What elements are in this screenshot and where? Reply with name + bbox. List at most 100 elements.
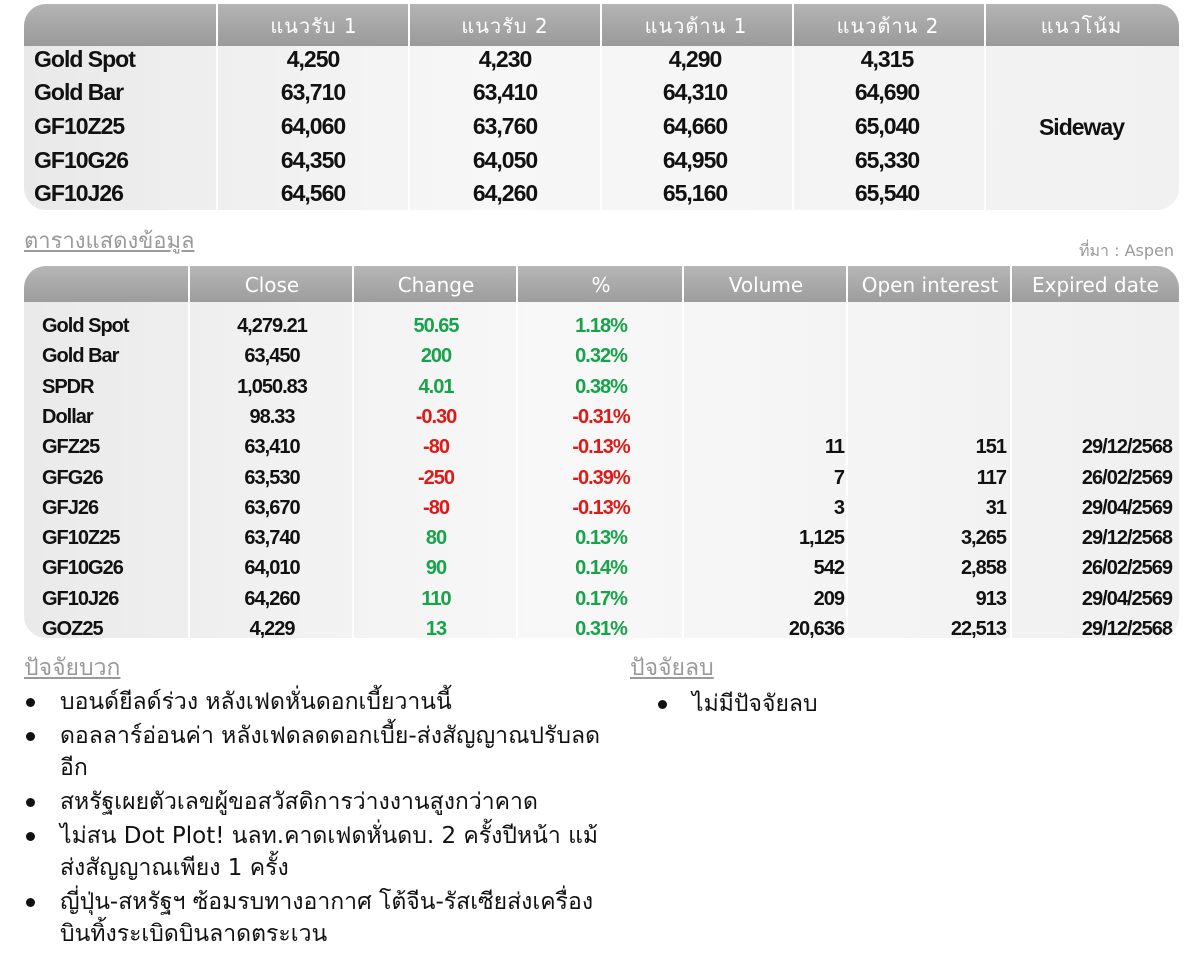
level-row-name: GF10Z25: [34, 113, 125, 139]
cell-expiry: [1012, 311, 1172, 341]
cell-volume: [684, 341, 844, 371]
cell-expiry: [1012, 402, 1172, 432]
negative-factors-list: ไม่มีปัจจัยลบ: [656, 688, 1156, 722]
cell-expiry: 26/02/2569: [1081, 467, 1173, 489]
trend-value: Sideway: [1038, 114, 1125, 140]
cell-pct: 0.32%: [575, 345, 628, 367]
cell-volume: 3: [833, 497, 845, 519]
cell-oi: 31: [985, 497, 1007, 519]
level-cell-s2: 63,760: [472, 113, 538, 139]
cell-expiry: 29/04/2569: [1081, 588, 1173, 610]
bullet-icon: [26, 798, 35, 807]
table-row: Dollar 98.33 -0.30 -0.31%: [24, 402, 1179, 432]
cell-change: -80: [423, 497, 450, 519]
level-cell-r1: 64,310: [662, 79, 728, 105]
column-divider: [984, 4, 986, 210]
column-divider: [792, 4, 794, 210]
cell-name: GF10Z25: [42, 527, 120, 549]
cell-oi: 3,265: [960, 527, 1007, 549]
cell-oi: [848, 402, 1006, 432]
level-cell-r2: 4,315: [860, 46, 915, 72]
header-volume: Volume: [728, 273, 804, 297]
cell-volume: 20,636: [788, 618, 845, 638]
cell-name: SPDR: [42, 376, 95, 398]
cell-name: Gold Bar: [42, 345, 119, 367]
positive-factor-item: ญี่ปุ่น-สหรัฐฯ ซ้อมรบทางอากาศ โต้จีน-รัส…: [24, 886, 614, 950]
table-row: Gold Bar 63,450 200 0.32%: [24, 341, 1179, 371]
cell-name: Gold Spot: [42, 315, 130, 337]
level-row-name: GF10J26: [34, 180, 124, 206]
cell-close: 63,740: [244, 527, 300, 549]
header-open-interest: Open interest: [861, 273, 999, 297]
cell-change: 200: [420, 345, 452, 367]
cell-volume: [684, 402, 844, 432]
level-cell-r2: 65,330: [854, 147, 920, 173]
level-cell-s2: 63,410: [472, 79, 538, 105]
level-row-name: GF10G26: [34, 147, 129, 173]
positive-factors-title: ปัจจัยบวก: [24, 655, 121, 681]
level-cell-r2: 65,040: [854, 113, 920, 139]
cell-name: Dollar: [42, 406, 94, 428]
table-row: GFG26 63,530 -250 -0.39% 7 117 26/02/2569: [24, 463, 1179, 493]
column-divider: [188, 266, 190, 638]
cell-oi: [848, 311, 1006, 341]
market-data-table: Close Change % Volume Open interest Expi…: [24, 266, 1179, 638]
cell-close: 4,229: [249, 618, 295, 638]
cell-oi: 913: [975, 588, 1007, 610]
header-percent: %: [591, 273, 611, 297]
level-cell-s1: 64,060: [280, 113, 346, 139]
cell-oi: [848, 341, 1006, 371]
table-row: GF10J26 64,260 110 0.17% 209 913 29/04/2569: [24, 584, 1179, 614]
level-cell-r2: 64,690: [854, 79, 920, 105]
cell-expiry: [1012, 341, 1172, 371]
cell-pct: -0.39%: [572, 467, 630, 489]
cell-name: GFZ25: [42, 436, 100, 458]
header-resistance-1: แนวต้าน 1: [644, 14, 748, 38]
header-resistance-2: แนวต้าน 2: [836, 14, 940, 38]
level-cell-r1: 64,660: [662, 113, 728, 139]
column-divider: [846, 266, 848, 638]
cell-pct: -0.31%: [572, 406, 630, 428]
column-divider: [682, 266, 684, 638]
bullet-icon: [658, 700, 667, 709]
column-divider: [216, 4, 218, 210]
cell-name: GFJ26: [42, 497, 99, 519]
table-row: GF10G26 64,010 90 0.14% 542 2,858 26/02/2569: [24, 553, 1179, 583]
cell-expiry: [1012, 372, 1172, 402]
negative-factors-title: ปัจจัยลบ: [630, 655, 714, 681]
cell-pct: -0.13%: [572, 436, 630, 458]
level-cell-s1: 64,560: [280, 180, 346, 206]
cell-volume: 542: [813, 557, 845, 579]
column-divider: [600, 4, 602, 210]
cell-name: GFG26: [42, 467, 104, 489]
bullet-icon: [26, 732, 35, 741]
table-row: GF10Z25 63,740 80 0.13% 1,125 3,265 29/12/2568: [24, 523, 1179, 553]
cell-volume: [684, 372, 844, 402]
cell-change: 13: [425, 618, 447, 638]
cell-oi: 151: [975, 436, 1007, 458]
cell-volume: 1,125: [798, 527, 845, 549]
cell-volume: [684, 311, 844, 341]
data-table-title: ตารางแสดงข้อมูล: [24, 229, 195, 254]
positive-factor-item: สหรัฐเผยตัวเลขผู้ขอสวัสดิการว่างงานสูงกว…: [24, 786, 614, 818]
cell-close: 63,670: [244, 497, 300, 519]
cell-volume: 209: [813, 588, 845, 610]
level-cell-s1: 63,710: [280, 79, 346, 105]
cell-close: 4,279.21: [237, 315, 308, 337]
level-cell-s2: 64,050: [472, 147, 538, 173]
level-cell-r2: 65,540: [854, 180, 920, 206]
level-cell-r1: 65,160: [662, 180, 728, 206]
cell-change: -0.30: [415, 406, 458, 428]
positive-factor-item: บอนด์ยีลด์ร่วง หลังเฟดหั่นดอกเบี้ยวานนี้: [24, 686, 614, 718]
cell-oi: [848, 372, 1006, 402]
cell-close: 64,010: [244, 557, 300, 579]
market-data-header: Close Change % Volume Open interest Expi…: [24, 266, 1179, 302]
bullet-icon: [26, 832, 35, 841]
header-trend: แนวโน้ม: [1040, 14, 1123, 38]
level-cell-s1: 4,250: [286, 46, 341, 72]
positive-factor-text: ดอลลาร์อ่อนค่า หลังเฟดลดดอกเบี้ย-ส่งสัญญ…: [60, 723, 601, 781]
support-resistance-table: แนวรับ 1 แนวรับ 2 แนวต้าน 1 แนวต้าน 2 แน…: [24, 4, 1179, 210]
header-support-2: แนวรับ 2: [461, 14, 549, 38]
bullet-icon: [26, 698, 35, 707]
cell-pct: -0.13%: [572, 497, 630, 519]
